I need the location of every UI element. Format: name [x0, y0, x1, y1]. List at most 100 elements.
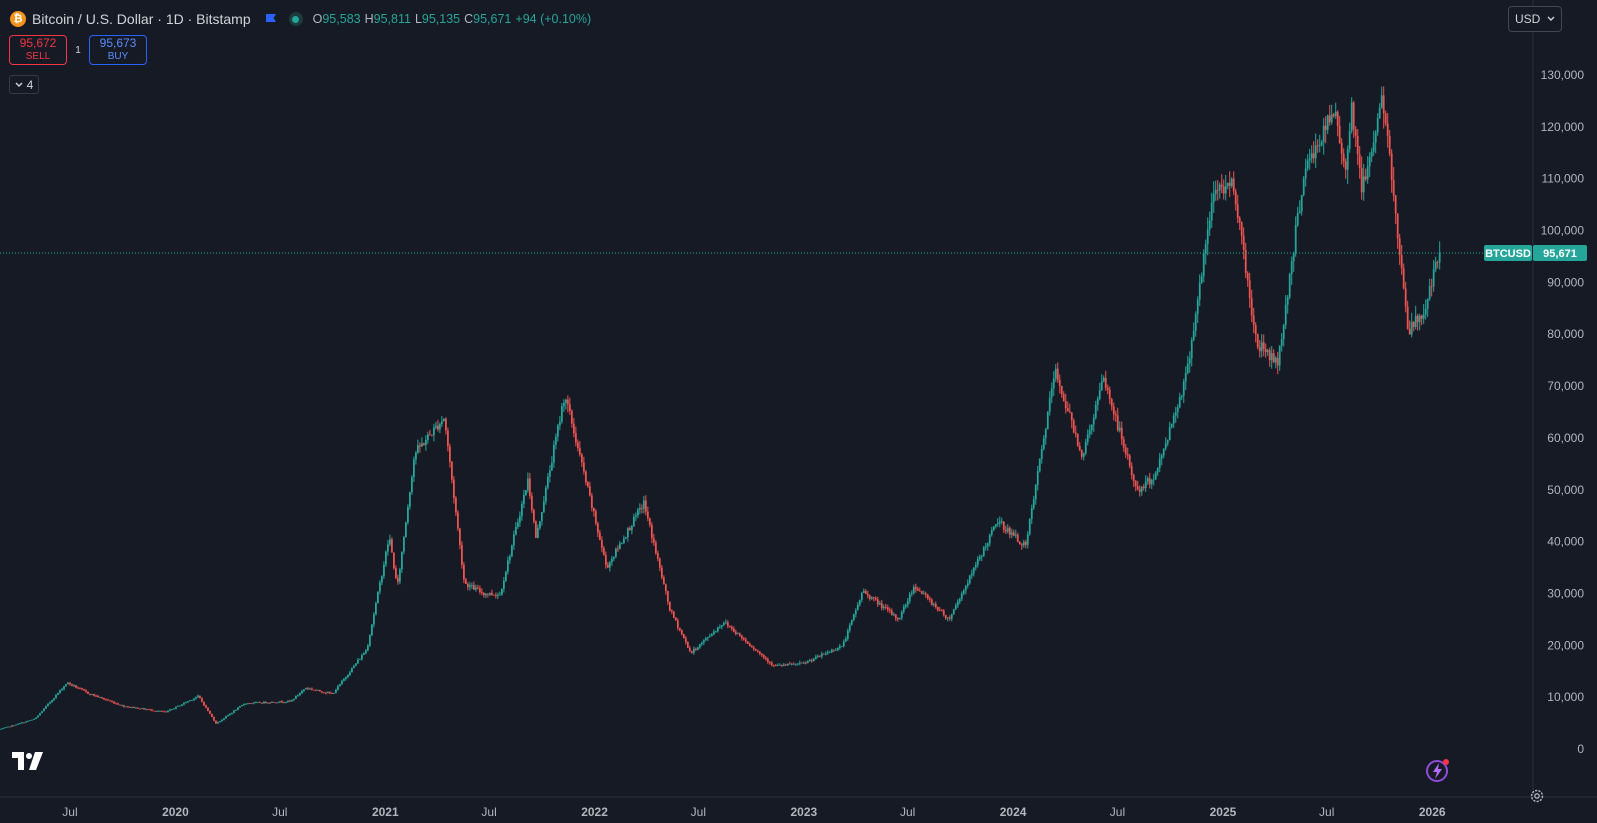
candle-body — [1252, 315, 1255, 326]
low-value: 95,135 — [421, 12, 461, 26]
candle-body — [439, 424, 441, 430]
candle-body — [35, 717, 37, 719]
candle-body — [582, 462, 585, 472]
candle-body — [1174, 412, 1177, 416]
settings-icon[interactable] — [1529, 788, 1545, 804]
candle-body — [454, 498, 457, 513]
price-tick-label: 0 — [1577, 742, 1584, 756]
candle-body — [1246, 272, 1249, 281]
candle-body — [429, 434, 431, 436]
candle-body — [1364, 176, 1367, 180]
candle-body — [1376, 118, 1379, 133]
candle-body — [299, 693, 301, 696]
candle-body — [321, 691, 323, 693]
candle-body — [714, 631, 717, 633]
candle-body — [592, 507, 595, 512]
candle-body — [966, 583, 969, 586]
magic-fx-icon[interactable] — [1424, 757, 1452, 783]
candle-body — [512, 534, 515, 546]
candles-series — [0, 86, 1441, 731]
candle-body — [572, 423, 575, 434]
candle-body — [1314, 145, 1317, 159]
candle-body — [1140, 486, 1143, 492]
candle-body — [333, 692, 335, 694]
candle-body — [670, 610, 673, 612]
candle-body — [792, 663, 795, 665]
candle-body — [1160, 455, 1163, 459]
indicators-toggle-button[interactable]: 4 — [9, 75, 39, 94]
candle-body — [486, 593, 489, 595]
buy-button[interactable]: 95,673 BUY — [89, 35, 147, 65]
time-tick-label: Jul — [481, 805, 496, 819]
candle-body — [758, 651, 761, 654]
candle-body — [506, 560, 509, 572]
candle-body — [105, 699, 107, 701]
candle-body — [73, 685, 75, 687]
candle-body — [83, 689, 85, 691]
candle-body — [21, 722, 23, 724]
candle-body — [285, 701, 287, 703]
candle-body — [369, 635, 371, 646]
candle-body — [85, 690, 87, 692]
candle-body — [121, 705, 123, 707]
candle-body — [978, 556, 981, 560]
candle-body — [994, 524, 997, 527]
flag-icon[interactable] — [265, 13, 277, 25]
candle-body — [273, 701, 275, 703]
candle-body — [211, 713, 213, 717]
time-tick-label: Jul — [62, 805, 77, 819]
candle-body — [730, 627, 733, 629]
candle-body — [570, 411, 573, 424]
candle-body — [1294, 225, 1297, 253]
candle-body — [734, 631, 737, 634]
price-axis[interactable]: 0 10,000 20,000 30,000 40,000 50,000 60,000 70,… — [1541, 68, 1585, 756]
candle-body — [427, 434, 429, 440]
candle-body — [1422, 314, 1425, 319]
candle-body — [1414, 315, 1417, 327]
currency-select[interactable]: USD — [1508, 6, 1562, 32]
candle-body — [1130, 466, 1133, 475]
price-tick-label: 60,000 — [1547, 431, 1584, 445]
candle-body — [460, 545, 463, 565]
candle-body — [37, 715, 39, 718]
price-tick-label: 90,000 — [1547, 275, 1584, 289]
candle-body — [772, 665, 775, 666]
candle-body — [938, 610, 941, 612]
candle-body — [1324, 125, 1327, 130]
candle-body — [1228, 182, 1231, 186]
time-tick-label: 2025 — [1210, 805, 1237, 819]
candle-body — [496, 594, 499, 596]
candle-body — [177, 705, 179, 707]
candle-body — [742, 638, 745, 640]
candle-body — [131, 706, 133, 708]
candle-body — [263, 701, 265, 704]
candle-body — [1404, 288, 1407, 307]
candle-body — [1096, 398, 1099, 405]
sell-button[interactable]: 95,672 SELL — [9, 35, 67, 65]
candle-body — [1232, 178, 1235, 192]
candle-body — [1238, 217, 1241, 223]
time-axis[interactable]: Jul 2020 Jul 2021 Jul 2022 Jul 2023 Jul 2024 Jul 20… — [62, 805, 1446, 819]
market-status-icon[interactable] — [288, 12, 303, 26]
candle-body — [1210, 202, 1213, 221]
candle-body — [39, 713, 41, 716]
candle-body — [542, 501, 545, 513]
candle-body — [1092, 417, 1095, 425]
candle-body — [1098, 390, 1101, 399]
candle-body — [1350, 102, 1353, 132]
tradingview-logo[interactable] — [12, 752, 44, 770]
symbol-title[interactable]: Bitcoin / U.S. Dollar · 1D · Bitstamp — [32, 11, 251, 27]
time-tick-label: Jul — [900, 805, 915, 819]
candle-body — [117, 703, 119, 705]
buy-label: BUY — [107, 51, 129, 62]
candle-body — [97, 695, 99, 698]
candle-body — [249, 703, 251, 704]
candle-body — [1100, 381, 1103, 391]
candle-body — [638, 508, 641, 510]
candle-body — [646, 511, 649, 519]
candle-body — [856, 604, 859, 611]
candle-body — [824, 653, 827, 655]
candle-body — [484, 593, 487, 596]
candle-body — [399, 569, 401, 582]
